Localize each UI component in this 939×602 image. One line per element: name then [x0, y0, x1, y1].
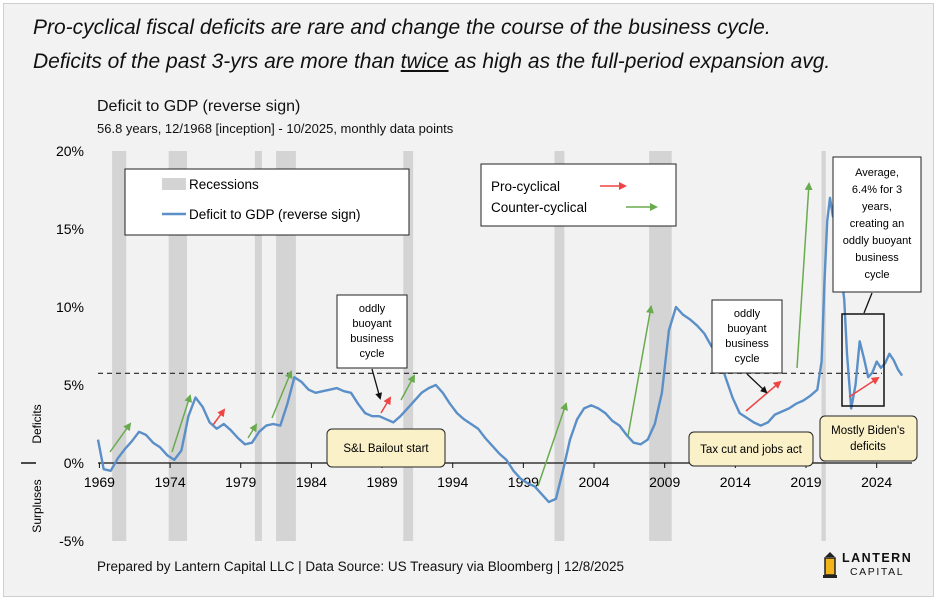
- cycle-arrows: [109, 182, 880, 487]
- legend-main: Recessions Deficit to GDP (reverse sign): [124, 168, 410, 236]
- counter-cyclical-arrow: [627, 305, 654, 437]
- callout-text: business: [725, 338, 769, 350]
- surpluses-label: Surpluses: [30, 479, 44, 532]
- callout-text: business: [855, 252, 899, 264]
- x-tick-label: 1969: [84, 474, 115, 490]
- source-footer: Prepared by Lantern Capital LLC | Data S…: [97, 559, 625, 574]
- callout-text: Mostly Biden's: [831, 425, 905, 437]
- lantern-icon: [823, 552, 837, 578]
- x-tick-label: 1994: [437, 474, 468, 490]
- x-tick-label: 2009: [649, 474, 680, 490]
- deficits-label: Deficits: [30, 404, 44, 443]
- recession-band: [554, 151, 565, 541]
- headline-line-2-start: Deficits of the past 3-yrs are more than: [33, 50, 401, 73]
- logo-word-capital: CAPITAL: [850, 566, 905, 578]
- headline-emphasis-twice: twice: [400, 50, 449, 73]
- logo-word-lantern: LANTERN: [842, 551, 913, 565]
- legend-recession-swatch: [162, 178, 186, 190]
- y-tick-label: -5%: [59, 533, 84, 549]
- x-tick-label: 1979: [225, 474, 256, 490]
- callout-text: Average,: [855, 167, 899, 179]
- callout-pointer: [746, 373, 768, 394]
- callout-sl-bailout: S&L Bailout start: [326, 428, 446, 468]
- legend-recessions-label: Recessions: [189, 177, 259, 192]
- pro-cyclical-arrow: [212, 408, 226, 426]
- x-tick-label: 2014: [720, 474, 751, 490]
- chart-subtitle: 56.8 years, 12/1968 [inception] - 10/202…: [97, 121, 454, 136]
- series-layer: [96, 180, 904, 504]
- recession-band: [254, 151, 262, 541]
- counter-cyclical-arrow: [247, 423, 258, 439]
- callout-text: buoyant: [352, 318, 391, 330]
- callout-buoyant-2: oddly buoyant business cycle: [711, 299, 783, 394]
- y-tick-label: 15%: [56, 221, 84, 237]
- legend-counter-cyclical-label: Counter-cyclical: [491, 200, 587, 215]
- callout-text: oddly: [734, 308, 761, 320]
- x-tick-label: 1984: [296, 474, 327, 490]
- callout-text: Tax cut and jobs act: [700, 444, 802, 456]
- legend-series-label: Deficit to GDP (reverse sign): [189, 207, 361, 222]
- pro-cyclical-arrow: [380, 396, 392, 414]
- callout-text: deficits: [850, 441, 886, 453]
- callout-text: cycle: [734, 353, 759, 365]
- callout-text: business: [350, 333, 394, 345]
- callout-text: 6.4% for 3: [852, 184, 902, 196]
- recession-band: [403, 151, 414, 541]
- counter-cyclical-arrow: [109, 422, 132, 453]
- x-tick-label: 1989: [366, 474, 397, 490]
- callout-tax-cut: Tax cut and jobs act: [688, 431, 814, 467]
- callout-text: oddly buoyant: [843, 235, 912, 247]
- counter-cyclical-arrow: [171, 394, 192, 453]
- callout-text: creating an: [850, 218, 904, 230]
- pro-cyclical-arrow: [848, 376, 880, 398]
- y-tick-label: 20%: [56, 143, 84, 159]
- callout-text: oddly: [359, 303, 386, 315]
- counter-cyclical-arrow: [271, 370, 293, 419]
- callout-text: S&L Bailout start: [343, 443, 429, 455]
- legend-arrows: Pro-cyclical Counter-cyclical: [480, 163, 677, 227]
- callout-pointer: [371, 368, 383, 400]
- callout-text: cycle: [864, 269, 889, 281]
- callout-buoyant-1: oddly buoyant business cycle: [336, 294, 408, 400]
- recession-band: [821, 151, 826, 541]
- headline-line-2: Deficits of the past 3-yrs are more than…: [33, 50, 830, 74]
- y-tick-label: 0%: [64, 455, 84, 471]
- callout-pointer: [863, 292, 873, 314]
- side-labels: Deficits Surpluses: [21, 404, 44, 533]
- lantern-capital-logo: LANTERN CAPITAL: [820, 549, 912, 583]
- chart-title: Deficit to GDP (reverse sign): [97, 98, 301, 115]
- counter-cyclical-arrow: [796, 182, 813, 369]
- counter-cyclical-arrow: [400, 374, 415, 401]
- deficit-series-line: [96, 180, 904, 504]
- callout-text: years,: [862, 201, 892, 213]
- x-tick-label: 2019: [790, 474, 821, 490]
- x-tick-label: 2004: [578, 474, 609, 490]
- y-tick-label: 10%: [56, 299, 84, 315]
- y-tick-label: 5%: [64, 377, 84, 393]
- headline-line-1: Pro-cyclical fiscal deficits are rare an…: [33, 16, 771, 39]
- counter-cyclical-arrow: [537, 402, 568, 487]
- legend-pro-cyclical-label: Pro-cyclical: [491, 179, 560, 194]
- recession-band: [276, 151, 296, 541]
- callout-biden: Mostly Biden's deficits: [819, 415, 918, 462]
- callout-average: Average, 6.4% for 3 years, creating an o…: [832, 156, 922, 407]
- recession-band: [649, 151, 672, 541]
- highlight-box-recent: [841, 313, 885, 407]
- headline-line-2-end: as high as the full-period expansion avg…: [448, 50, 831, 73]
- pro-cyclical-arrow: [745, 380, 782, 412]
- callout-text: cycle: [359, 348, 384, 360]
- callout-text: buoyant: [727, 323, 766, 335]
- x-tick-label: 1974: [154, 474, 185, 490]
- x-tick-label: 2024: [861, 474, 892, 490]
